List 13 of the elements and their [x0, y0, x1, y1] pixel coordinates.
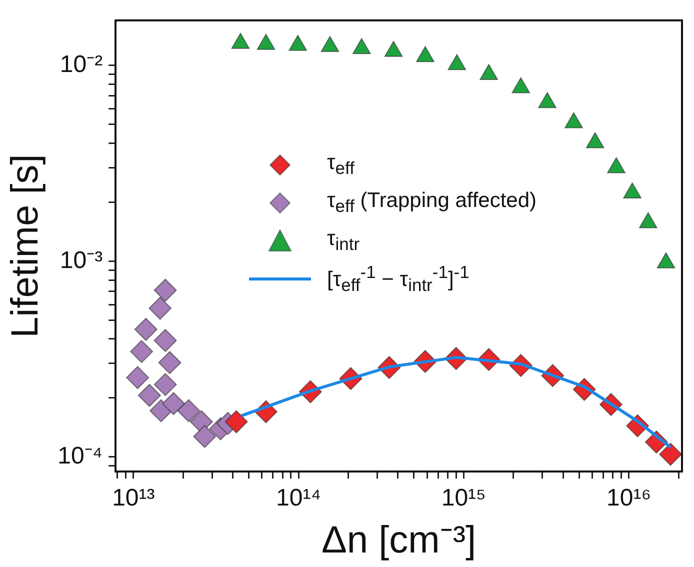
- x-tick-label: 10¹⁶: [606, 484, 652, 512]
- legend-label: τ$_{intr}$: [327, 226, 360, 256]
- y-tick-label: 10⁻⁴: [58, 442, 103, 470]
- x-axis-title: Δn [cm⁻³]: [322, 520, 476, 562]
- y-tick-label: 10⁻³: [60, 246, 103, 274]
- y-axis-title: Lifetime [s]: [4, 154, 46, 338]
- x-tick-label: 10¹³: [112, 484, 155, 512]
- x-tick-label: 10¹⁴: [276, 484, 322, 512]
- x-tick-label: 10¹⁵: [441, 484, 486, 512]
- legend-label: τ$_{eff}$ (Trapping affected): [327, 188, 537, 218]
- y-tick-label: 10⁻²: [60, 51, 103, 78]
- legend-label: τ$_{eff}$: [327, 150, 354, 180]
- legend-label: [τ$_{eff}$$^{-1}$ − τ$_{intr}$$^{-1}$]$^{-1}$: [327, 262, 470, 296]
